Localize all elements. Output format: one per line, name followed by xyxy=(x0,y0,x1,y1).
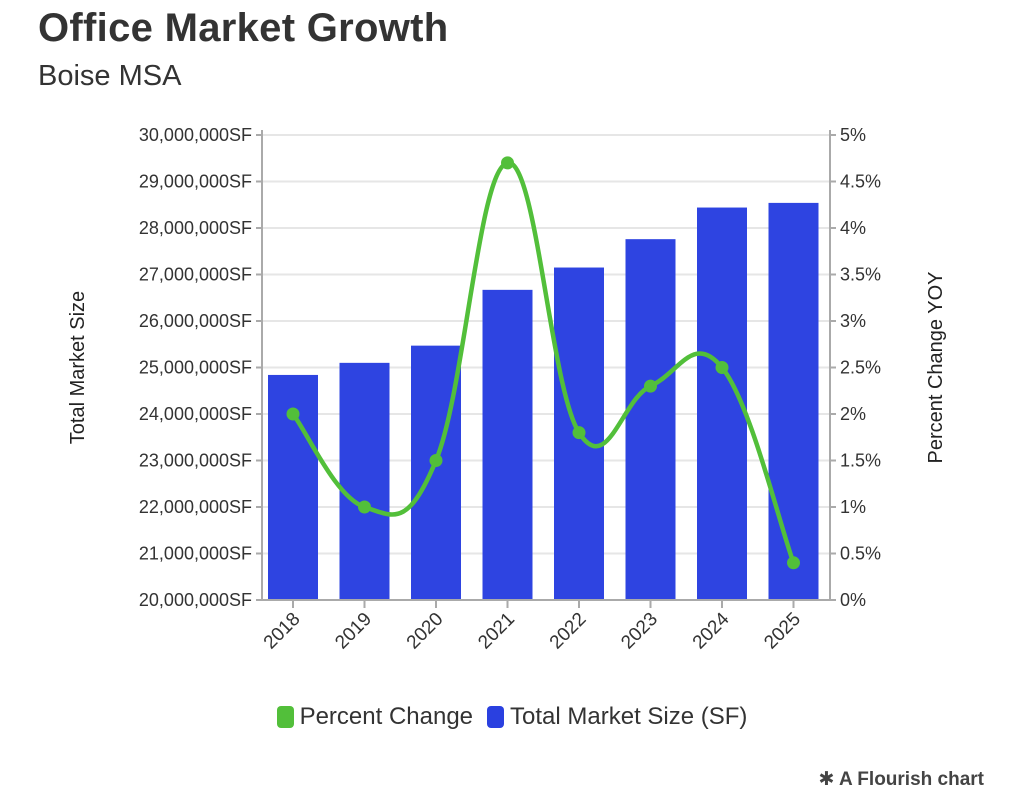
right-tick-label: 5% xyxy=(840,125,866,145)
right-tick-label: 1% xyxy=(840,497,866,517)
point-2024 xyxy=(715,361,729,374)
flourish-credit[interactable]: ✱ A Flourish chart xyxy=(819,768,984,791)
x-tick-label: 2024 xyxy=(689,608,734,653)
point-2022 xyxy=(572,426,586,440)
left-tick-label: 22,000,000SF xyxy=(139,497,252,517)
right-tick-label: 2.5% xyxy=(840,358,881,378)
legend-label: Percent Change xyxy=(299,703,474,730)
right-tick-label: 3.5% xyxy=(840,265,881,285)
legend-item-percent-change[interactable]: Percent Change xyxy=(276,703,474,731)
x-tick-label: 2018 xyxy=(260,609,305,654)
bar-2025 xyxy=(768,202,819,600)
left-tick-label: 20,000,000SF xyxy=(139,590,252,610)
right-axis-title: Percent Change YOY xyxy=(925,272,947,464)
x-tick-label: 2020 xyxy=(403,609,448,654)
bar-2024 xyxy=(697,207,747,601)
left-tick-label: 25,000,000SF xyxy=(139,358,252,378)
right-tick-label: 1.5% xyxy=(840,451,881,471)
x-tick-label: 2021 xyxy=(474,609,519,654)
right-tick-label: 2% xyxy=(840,404,866,424)
point-2019 xyxy=(358,500,371,514)
bar-2023 xyxy=(625,239,676,600)
left-tick-label: 24,000,000SF xyxy=(139,404,252,424)
point-2020 xyxy=(429,454,443,467)
right-tick-label: 3% xyxy=(840,311,866,331)
asterisk-icon: ✱ xyxy=(818,769,835,790)
legend-swatch-line xyxy=(276,706,294,728)
x-tick-label: 2019 xyxy=(331,609,376,654)
legend: Percent Change Total Market Size (SF) xyxy=(0,703,1024,731)
left-tick-label: 28,000,000SF xyxy=(139,218,252,238)
x-tick-label: 2023 xyxy=(617,609,662,654)
percent-change-line xyxy=(291,160,796,564)
point-2018 xyxy=(286,407,300,421)
credit-text: A Flourish chart xyxy=(839,769,984,790)
right-tick-label: 4.5% xyxy=(840,172,881,192)
left-tick-label: 30,000,000SF xyxy=(139,125,252,145)
left-axis-title: Total Market Size xyxy=(67,291,89,444)
right-tick-label: 0% xyxy=(840,590,866,610)
bar-2021 xyxy=(482,289,533,600)
chart-subtitle: Boise MSA xyxy=(38,60,182,92)
point-2021 xyxy=(501,156,514,170)
point-2023 xyxy=(644,379,657,393)
left-tick-label: 21,000,000SF xyxy=(139,544,252,564)
x-tick-label: 2025 xyxy=(760,609,805,654)
left-tick-label: 29,000,000SF xyxy=(139,172,252,192)
right-tick-label: 0.5% xyxy=(840,544,881,564)
left-tick-label: 26,000,000SF xyxy=(139,311,252,331)
x-tick-label: 2022 xyxy=(546,609,591,654)
legend-item-market-size[interactable]: Total Market Size (SF) xyxy=(487,703,747,731)
legend-swatch-bar xyxy=(487,706,505,728)
chart-title: Office Market Growth xyxy=(38,6,449,50)
point-2025 xyxy=(787,556,800,570)
bar-2019 xyxy=(339,362,390,600)
left-tick-label: 23,000,000SF xyxy=(139,451,252,471)
left-tick-label: 27,000,000SF xyxy=(139,265,252,285)
legend-label: Total Market Size (SF) xyxy=(510,703,748,730)
right-tick-label: 4% xyxy=(840,218,866,238)
